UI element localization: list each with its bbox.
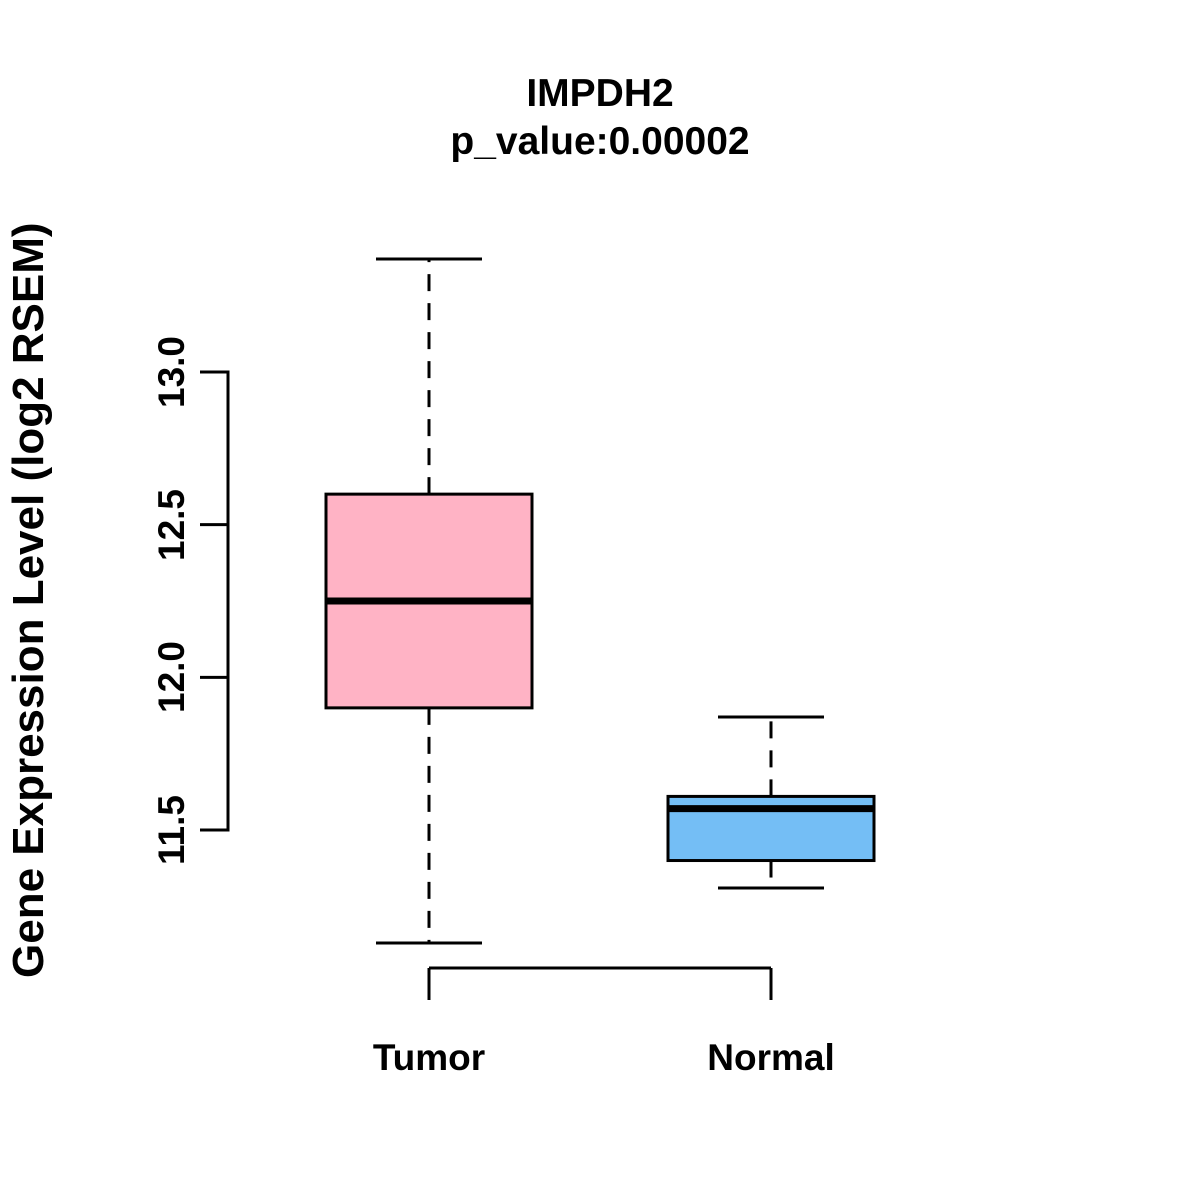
x-label-tumor: Tumor [372, 1037, 486, 1078]
chart-title: IMPDH2 p_value:0.00002 [230, 70, 970, 166]
chart-title-pvalue: p_value:0.00002 [450, 120, 750, 163]
y-tick-label: 12.0 [151, 641, 192, 714]
y-tick-label: 11.5 [151, 795, 192, 865]
chart-title-gene: IMPDH2 [526, 72, 674, 115]
y-tick-label: 12.5 [151, 488, 192, 561]
y-tick-label: 13.0 [151, 336, 192, 409]
x-label-normal: Normal [707, 1037, 835, 1078]
